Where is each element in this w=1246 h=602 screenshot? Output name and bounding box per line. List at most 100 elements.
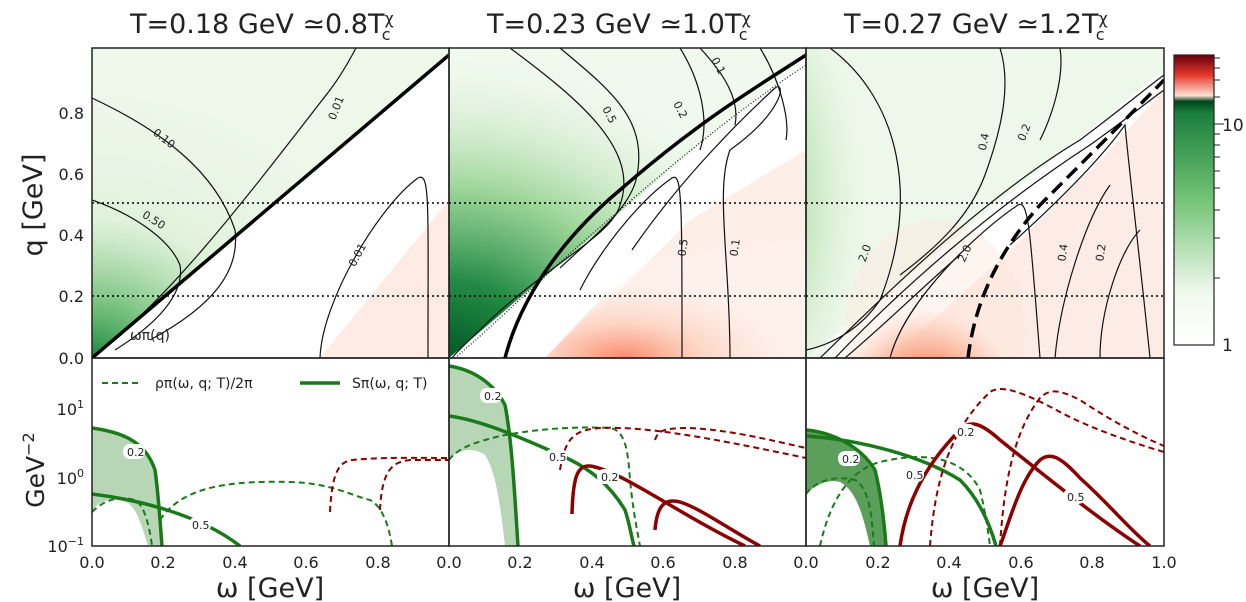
q-label: 0.5 xyxy=(549,451,567,464)
x-tick-label: 0.0 xyxy=(79,553,104,572)
x-tick-label: 0.0 xyxy=(436,553,461,572)
top-y-axis: q [GeV] 0.0 0.2 0.4 0.6 0.8 xyxy=(18,104,84,368)
xlabel: ω [GeV] xyxy=(216,573,324,602)
contour-label: 0.4 xyxy=(1055,243,1070,262)
rho-curve xyxy=(654,426,806,449)
q-label: 0.5 xyxy=(906,469,924,482)
heatmap-red-core-3 xyxy=(845,220,1025,358)
colorbar-ticks xyxy=(1214,57,1224,279)
x-tick-label: 0.8 xyxy=(722,553,747,572)
shaded-region xyxy=(449,366,518,546)
panel-title-1: T=0.18 GeV ≃0.8Tχ c xyxy=(129,9,394,44)
spectral-panel-1 xyxy=(92,426,449,546)
contour-line xyxy=(451,48,625,358)
x-tick-label: 0.4 xyxy=(579,553,604,572)
contour-line xyxy=(1099,229,1141,358)
colorbar-tick-label: 10 xyxy=(1222,116,1244,136)
q-label-box xyxy=(597,469,619,484)
q-label: 0.5 xyxy=(1067,491,1085,504)
dispersion-line xyxy=(503,53,806,358)
rho-curve xyxy=(929,388,1164,546)
q-label-box xyxy=(902,467,924,482)
x-tick-label: 0.0 xyxy=(793,553,818,572)
pion-dispersion-label: ωπ(q) xyxy=(130,328,170,344)
q-label-box xyxy=(189,517,211,532)
q-label-box xyxy=(123,444,145,459)
rho-curve xyxy=(329,456,449,513)
panel-title-3: T=0.27 GeV ≃1.2Tχ c xyxy=(843,9,1108,44)
x-tick-label: 0.4 xyxy=(222,553,247,572)
panel-title-2: T=0.23 GeV ≃1.0Tχ c xyxy=(486,9,751,44)
rho-curve xyxy=(92,497,153,546)
s-curve xyxy=(806,428,888,546)
rho-curve xyxy=(819,456,991,546)
y-tick-label: 10−1 xyxy=(47,535,84,556)
heatmap-red-core-2 xyxy=(545,240,806,358)
bottom-y-axis: GeV−2 101 100 10−1 xyxy=(19,398,84,556)
legend-rho-label: ρπ(ω, q; T)/2π xyxy=(155,376,253,392)
contour-line xyxy=(899,48,1006,276)
dispersion-line xyxy=(966,78,1164,358)
x-tick-label: 0.8 xyxy=(365,553,390,572)
y-tick-label: 0.0 xyxy=(59,349,84,368)
colorbar-tick-label: 1 xyxy=(1222,336,1233,356)
contour-line xyxy=(889,203,1041,358)
xlabel: ω [GeV] xyxy=(573,573,681,602)
contour-line xyxy=(834,89,1164,358)
x-tick-label: 0.6 xyxy=(650,553,675,572)
q-label: 0.2 xyxy=(601,471,619,484)
q-label-box xyxy=(954,424,976,439)
heatmap-panel-3: 0.4 0.2 2.0 2.0 0.4 0.2 xyxy=(806,48,1164,358)
contour-line xyxy=(699,48,737,126)
contour-line xyxy=(319,176,429,358)
y-tick-label: 100 xyxy=(57,467,84,488)
heatmap-red-region-1 xyxy=(320,200,449,358)
contour-line xyxy=(1009,123,1151,358)
contour-label: 0.4 xyxy=(976,132,992,152)
contour-label: 0.01 xyxy=(346,241,369,269)
contour-label: 0.2 xyxy=(1093,243,1108,262)
contour-label: 0.2 xyxy=(1015,122,1034,143)
q-label-box xyxy=(838,451,860,466)
shaded-region xyxy=(92,428,162,546)
heatmap-red-region-3 xyxy=(890,90,1164,358)
y-tick-label: 0.2 xyxy=(59,287,84,306)
rho-curve xyxy=(559,426,806,471)
s-curve xyxy=(449,414,636,546)
y-tick-label: 0.6 xyxy=(59,165,84,184)
contour-label: 2.0 xyxy=(856,243,874,264)
x-tick-label: 0.4 xyxy=(936,553,961,572)
x-tick-label: 0.6 xyxy=(293,553,318,572)
s-curve xyxy=(92,492,242,546)
q-label-box xyxy=(1063,489,1085,504)
y-tick-label: 101 xyxy=(57,398,84,419)
contour-line xyxy=(1039,48,1062,141)
rho-curve xyxy=(449,426,641,546)
q-label: 0.2 xyxy=(127,446,145,459)
rho-curve xyxy=(159,480,393,546)
contour-label: 0.1 xyxy=(727,238,742,257)
s-curve xyxy=(449,364,520,546)
legend: ρπ(ω, q; T)/2π Sπ(ω, q; T) xyxy=(102,376,427,392)
contour-line xyxy=(1054,184,1111,358)
s-curve xyxy=(998,454,1152,546)
q-label-box xyxy=(545,449,567,464)
heatmap-panel-1: 0.10 0.50 0.01 0.01 ωπ(q) xyxy=(92,48,449,358)
colorbar: 10 1 xyxy=(1173,54,1244,356)
heatmap-panel-2: 0.1 0.2 0.5 0.5 0.1 xyxy=(449,48,806,358)
contour-line xyxy=(92,97,237,341)
contour-line xyxy=(579,176,683,358)
contour-line xyxy=(679,48,705,151)
bottom-panel-frame-3 xyxy=(805,357,1165,547)
q-label: 0.2 xyxy=(957,426,975,439)
q-label-box xyxy=(480,388,502,403)
xlabel: ω [GeV] xyxy=(931,573,1039,602)
contour-line xyxy=(819,74,1164,358)
spectral-panel-3 xyxy=(806,388,1164,546)
x-tick-label: 0.2 xyxy=(150,553,175,572)
contour-label: 0.5 xyxy=(675,238,690,257)
x-tick-label: 0.2 xyxy=(865,553,890,572)
panel-titles: T=0.18 GeV ≃0.8Tχ c T=0.23 GeV ≃1.0Tχ c T=… xyxy=(129,9,1108,44)
top-ylabel: q [GeV] xyxy=(18,154,49,257)
